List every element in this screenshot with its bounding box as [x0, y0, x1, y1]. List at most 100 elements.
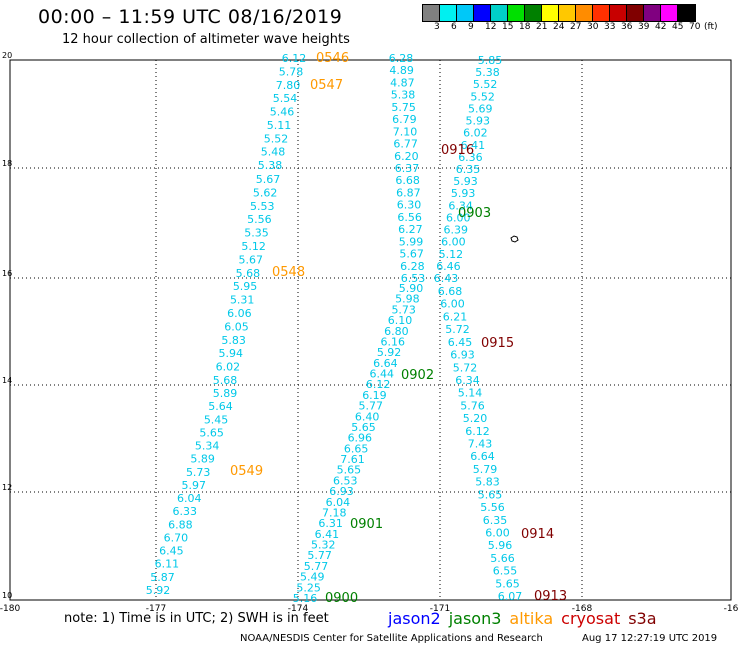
wave-height-value: 5.46: [270, 106, 295, 119]
satellite-legend-item: s3a: [628, 609, 657, 628]
wave-height-value: 5.85: [478, 54, 503, 67]
wave-height-value: 6.28: [400, 260, 425, 273]
wave-height-value: 5.68: [236, 267, 261, 280]
wave-height-value: 5.93: [451, 187, 476, 200]
longitude-label: -180: [0, 604, 20, 614]
satellite-legend-item: altika: [509, 609, 554, 628]
color-scale-swatch: [678, 5, 695, 21]
wave-height-value: 6.07: [498, 590, 523, 603]
wave-height-value: 6.30: [397, 199, 422, 212]
wave-height-value: 5.65: [199, 426, 224, 439]
wave-height-value: 5.72: [453, 361, 478, 374]
wave-height-value: 6.93: [329, 485, 354, 498]
wave-height-value: 7.10: [393, 125, 418, 138]
wave-height-value: 5.31: [230, 294, 255, 307]
chart-subtitle: 12 hour collection of altimeter wave hei…: [62, 32, 350, 47]
wave-height-value: 5.56: [480, 501, 505, 514]
wave-height-value: 6.05: [224, 320, 249, 333]
color-scale-swatch: [559, 5, 576, 21]
wave-height-value: 6.39: [444, 224, 469, 237]
wave-height-value: 5.83: [475, 476, 500, 489]
longitude-label: -174: [288, 604, 309, 614]
wave-height-value: 5.38: [258, 159, 283, 172]
track-labels: 0546 0547 0548 0549 0916 0903 0902 0915 0901 0900…: [230, 51, 567, 606]
satellite-legend-item: cryosat: [561, 609, 621, 628]
wave-height-value: 4.89: [389, 64, 414, 77]
satellite-legend: jason2 jason3 altika cryosat s3a: [388, 609, 665, 628]
color-scale-label: (ft): [704, 22, 718, 32]
wave-height-value: 5.53: [250, 200, 275, 213]
longitude-label: -16: [724, 604, 739, 614]
color-scale-label: 9: [468, 22, 474, 32]
wave-height-value: 5.79: [473, 463, 498, 476]
color-scale-label: 24: [553, 22, 565, 32]
wave-height-value: 5.64: [208, 400, 233, 413]
latitude-label: 10: [2, 591, 12, 600]
wave-height-value: 5.73: [391, 303, 416, 316]
wave-height-value: 5.66: [490, 552, 515, 565]
wave-height-value: 6.27: [398, 223, 423, 236]
wave-height-value: 7.43: [468, 438, 493, 451]
wave-height-value: 7.61: [340, 453, 365, 466]
wave-height-value: 5.72: [445, 323, 470, 336]
wave-height-value: 6.19: [362, 389, 387, 402]
longitude-label: -171: [430, 604, 450, 614]
color-scale-label: 30: [587, 22, 599, 32]
wave-height-value: 6.53: [333, 474, 358, 487]
wave-height-value: 5.67: [239, 253, 264, 266]
color-scale-swatch: [508, 5, 525, 21]
track-id-label: 0902: [401, 368, 434, 383]
color-scale-label: 45: [672, 22, 684, 32]
color-scale-swatch: [644, 5, 661, 21]
track-id-label: 0903: [458, 206, 491, 221]
wave-height-value: 6.45: [448, 336, 473, 349]
wave-height-value: 5.54: [273, 92, 298, 105]
axis-labels: -180 -177 -174 -171 -168 -16 20 18 16 14 12 10: [0, 51, 739, 614]
wave-height-value: 6.80: [384, 325, 409, 338]
color-scale-label: 21: [536, 22, 548, 32]
wave-height-value: 5.67: [399, 248, 424, 261]
wave-height-value: 5.45: [204, 413, 229, 426]
wave-height-value: 5.95: [233, 280, 258, 293]
wave-height-value: 6.96: [348, 432, 373, 445]
wave-height-value: 6.20: [394, 150, 419, 163]
wave-height-value: 5.20: [463, 412, 488, 425]
color-scale-label: 36: [621, 22, 633, 32]
wave-height-value: 5.75: [391, 101, 416, 114]
wave-height-value: 5.35: [244, 227, 269, 240]
altimeter-tracks: 6.125.787.805.545.465.115.525.485.385.67…: [146, 52, 523, 605]
wave-height-value: 6.21: [443, 310, 468, 323]
track-id-label: 0900: [325, 591, 358, 606]
wave-height-value: 5.67: [256, 173, 281, 186]
wave-height-value: 5.77: [359, 400, 384, 413]
wave-height-value: 5.65: [495, 577, 520, 590]
wave-height-value: 5.94: [218, 347, 243, 360]
track-id-label: 0901: [350, 517, 383, 532]
track-id-label: 0546: [316, 51, 349, 66]
wave-height-value: 5.38: [391, 89, 416, 102]
wave-height-value: 5.56: [247, 213, 272, 226]
wave-height-value: 5.12: [241, 240, 266, 253]
wave-height-value: 5.25: [296, 581, 321, 594]
wave-height-value: 5.16: [293, 592, 318, 605]
wave-height-value: 6.88: [168, 518, 193, 531]
wave-height-value: 5.87: [150, 571, 175, 584]
color-scale-swatch: [440, 5, 457, 21]
wave-height-value: 6.04: [326, 496, 351, 509]
chart-title: 00:00 – 11:59 UTC 08/16/2019: [38, 6, 343, 28]
track-id-label: 0915: [481, 336, 514, 351]
color-scale-swatch: [457, 5, 474, 21]
wave-height-value: 5.77: [307, 549, 332, 562]
wave-height-value: 6.46: [436, 260, 461, 273]
wave-height-value: 5.93: [466, 115, 491, 128]
color-scale-swatch: [593, 5, 610, 21]
satellite-legend-item: jason2: [388, 609, 441, 628]
color-scale-label: 6: [451, 22, 457, 32]
wave-height-value: 6.68: [438, 285, 463, 298]
wave-height-value: 6.79: [392, 113, 417, 126]
wave-height-value: 6.04: [177, 492, 202, 505]
wave-height-value: 5.68: [213, 374, 238, 387]
color-scale-swatch: [542, 5, 559, 21]
color-scale-label: 12: [485, 22, 497, 32]
wave-height-value: 6.68: [395, 174, 420, 187]
